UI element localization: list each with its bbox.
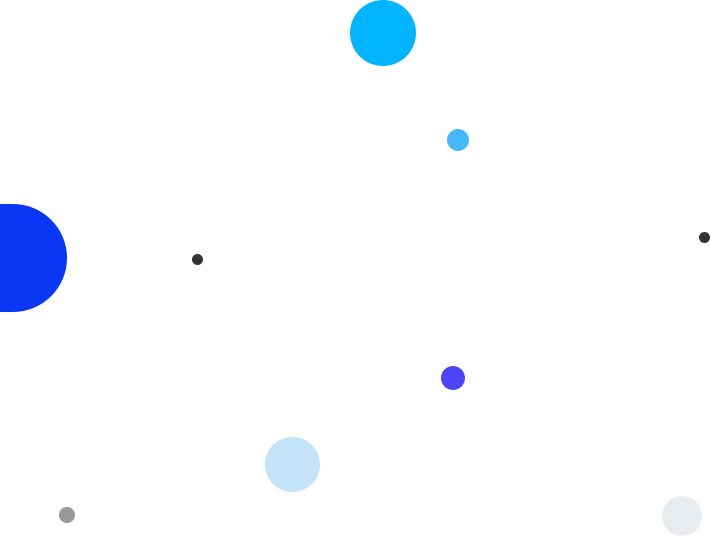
decorative-dot-dark-right <box>699 232 710 243</box>
decorative-circle-light-blue-small <box>447 129 469 151</box>
decorative-circle-light-gray <box>662 496 702 536</box>
decorative-circle-gray <box>59 507 75 523</box>
decorative-circle-cyan <box>350 0 416 66</box>
decorative-dot-dark <box>192 254 203 265</box>
decorative-circle-blue-large <box>0 204 67 312</box>
decorative-circle-pale-blue <box>265 437 320 492</box>
decorative-circle-purple <box>441 366 465 390</box>
